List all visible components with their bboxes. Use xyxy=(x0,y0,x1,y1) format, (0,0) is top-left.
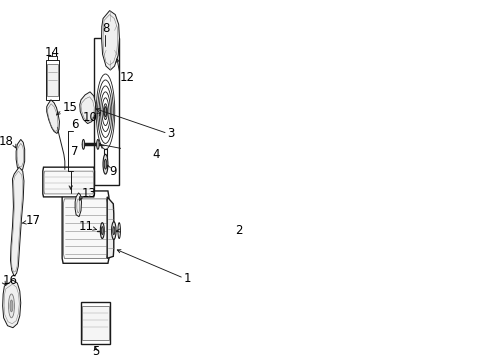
Text: 2: 2 xyxy=(235,224,242,237)
Ellipse shape xyxy=(103,104,107,120)
Text: 11: 11 xyxy=(78,220,93,233)
Ellipse shape xyxy=(113,227,115,235)
Text: 6: 6 xyxy=(71,118,78,131)
Polygon shape xyxy=(10,167,24,276)
Text: 4: 4 xyxy=(152,148,159,161)
Text: 17: 17 xyxy=(25,214,40,227)
Ellipse shape xyxy=(97,139,99,149)
Bar xyxy=(82,306,109,339)
Text: 12: 12 xyxy=(120,72,135,85)
Ellipse shape xyxy=(100,223,104,239)
Text: 18: 18 xyxy=(0,135,13,148)
Text: 5: 5 xyxy=(92,345,99,358)
Ellipse shape xyxy=(8,294,14,318)
Polygon shape xyxy=(64,199,107,258)
Ellipse shape xyxy=(104,159,107,169)
Text: 8: 8 xyxy=(102,22,109,35)
Polygon shape xyxy=(16,139,24,171)
Bar xyxy=(47,64,58,96)
Ellipse shape xyxy=(10,300,13,312)
Text: 7: 7 xyxy=(71,145,78,158)
Ellipse shape xyxy=(103,154,108,174)
Bar xyxy=(46,60,59,100)
Polygon shape xyxy=(75,193,81,217)
Polygon shape xyxy=(2,280,21,328)
Polygon shape xyxy=(47,100,59,134)
Polygon shape xyxy=(107,197,114,258)
Ellipse shape xyxy=(82,139,85,149)
Text: 1: 1 xyxy=(184,272,191,285)
Text: 16: 16 xyxy=(2,274,18,287)
Ellipse shape xyxy=(118,223,121,239)
Text: 14: 14 xyxy=(45,46,60,59)
Polygon shape xyxy=(101,10,120,70)
Bar xyxy=(94,39,119,185)
Text: 10: 10 xyxy=(82,111,98,124)
Ellipse shape xyxy=(112,222,116,239)
Text: 3: 3 xyxy=(168,127,175,140)
Text: 13: 13 xyxy=(82,188,97,201)
Polygon shape xyxy=(62,191,109,263)
Polygon shape xyxy=(43,167,95,197)
Ellipse shape xyxy=(104,107,107,117)
Polygon shape xyxy=(44,171,94,194)
Text: 15: 15 xyxy=(62,101,77,114)
Text: 9: 9 xyxy=(110,165,117,177)
Polygon shape xyxy=(80,92,96,123)
Bar xyxy=(81,302,110,343)
Ellipse shape xyxy=(101,227,103,235)
